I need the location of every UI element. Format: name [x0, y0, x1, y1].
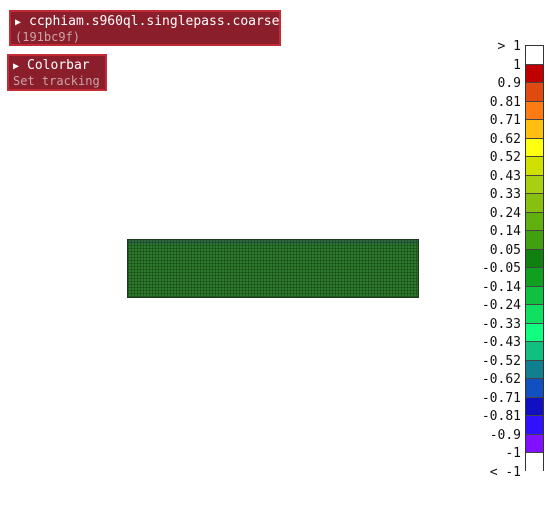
model-panel[interactable]: ▶ ccphiam.s960ql.singlepass.coarse (191bc…	[9, 10, 281, 46]
colorbar-swatch	[526, 360, 543, 379]
colorbar-tick-label: -0.05	[481, 261, 521, 276]
colorbar-panel-header[interactable]: ▶ Colorbar	[13, 58, 101, 74]
colorbar-swatch	[526, 249, 543, 268]
colorbar-swatch	[526, 120, 543, 139]
colorbar-tick-label: 0.05	[489, 242, 521, 258]
colorbar-tick-label: -0.43	[481, 335, 521, 350]
colorbar-swatch	[526, 453, 543, 472]
model-version: (191bc9f)	[15, 30, 81, 44]
colorbar-swatch	[526, 138, 543, 157]
mesh-top-band	[128, 240, 418, 244]
colorbar-tick-label: 0.62	[489, 131, 521, 147]
colorbar-tick-label: -0.33	[481, 316, 521, 332]
colorbar-tick-label: 0.43	[489, 168, 521, 184]
colorbar-swatch	[526, 83, 543, 102]
model-panel-header[interactable]: ▶ ccphiam.s960ql.singlepass.coarse	[15, 14, 279, 30]
colorbar-labels: > 1 1 0.9 0.81 0.71 0.62 0.52 0.43 0.33 0.24 0.14 0…	[470, 38, 521, 482]
colorbar-swatch	[526, 379, 543, 398]
colorbar-tick-label: 1	[513, 57, 521, 73]
colorbar-tick-label: 0.52	[489, 150, 521, 165]
colorbar-swatch	[526, 342, 543, 361]
colorbar-tick-label: 0.14	[489, 224, 521, 239]
colorbar-tick-label: -0.52	[481, 353, 521, 369]
model-name: ccphiam.s960ql.singlepass.coarse	[29, 14, 280, 29]
colorbar-swatch	[526, 268, 543, 287]
set-tracking-link[interactable]: Set tracking	[13, 74, 100, 88]
triangle-right-icon[interactable]: ▶	[13, 61, 20, 72]
colorbar-tick-label: -0.9	[489, 427, 521, 443]
colorbar-tick-label: -0.24	[481, 298, 521, 313]
colorbar-swatch	[526, 101, 543, 120]
colorbar-swatch	[526, 305, 543, 324]
colorbar-tick-label: 0.33	[489, 187, 521, 202]
mesh-viewport[interactable]	[127, 239, 419, 298]
triangle-right-icon[interactable]: ▶	[15, 17, 22, 28]
colorbar-swatch	[526, 46, 543, 65]
colorbar-panel-title: Colorbar	[27, 58, 90, 73]
colorbar-tick-label: -0.71	[481, 390, 521, 406]
colorbar-swatch	[526, 175, 543, 194]
colorbar-swatch	[526, 212, 543, 231]
colorbar-tick-label: -0.62	[481, 372, 521, 387]
colorbar-swatch	[526, 416, 543, 435]
colorbar-swatch	[526, 194, 543, 213]
colorbar-tick-label: 0.71	[489, 113, 521, 128]
colorbar-panel[interactable]: ▶ Colorbar Set tracking	[7, 54, 107, 91]
colorbar-tick-label: -1	[505, 446, 521, 461]
colorbar-swatches	[525, 45, 544, 472]
colorbar-swatch	[526, 157, 543, 176]
colorbar-tick-label: -0.14	[481, 279, 521, 295]
colorbar-swatch	[526, 64, 543, 83]
colorbar-tick-label: -0.81	[481, 409, 521, 424]
colorbar-swatch	[526, 286, 543, 305]
colorbar-swatch	[526, 323, 543, 342]
colorbar-swatch	[526, 397, 543, 416]
colorbar-tick-label: > 1	[497, 39, 521, 54]
colorbar-tick-label: 0.24	[489, 205, 521, 221]
colorbar-swatch	[526, 231, 543, 250]
colorbar-swatch	[526, 434, 543, 453]
colorbar-tick-label: 0.81	[489, 94, 521, 110]
colorbar-tick-label: 0.9	[497, 76, 521, 91]
colorbar-tick-label: < -1	[489, 464, 521, 480]
